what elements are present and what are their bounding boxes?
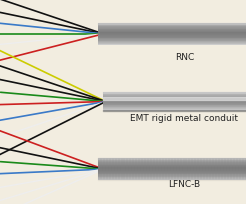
Bar xyxy=(98,41,246,42)
Bar xyxy=(103,107,246,108)
Bar xyxy=(103,104,246,105)
Bar xyxy=(98,179,246,180)
Bar xyxy=(98,32,246,33)
Bar xyxy=(98,173,246,174)
Bar xyxy=(98,38,246,39)
Bar xyxy=(98,159,246,160)
Bar xyxy=(98,26,246,27)
Bar xyxy=(103,96,246,97)
Bar xyxy=(103,103,246,104)
Bar xyxy=(98,169,246,170)
Bar xyxy=(98,178,246,179)
Bar xyxy=(103,101,246,102)
Bar xyxy=(98,163,246,164)
Bar xyxy=(98,39,246,40)
Bar xyxy=(98,174,246,175)
Bar xyxy=(98,24,246,25)
Bar xyxy=(103,95,246,96)
Bar xyxy=(103,92,246,93)
Bar xyxy=(98,42,246,43)
Bar xyxy=(103,108,246,109)
Text: LFNC-B: LFNC-B xyxy=(169,179,200,188)
Bar xyxy=(98,36,246,37)
Bar xyxy=(103,99,246,100)
Bar xyxy=(98,177,246,178)
Bar xyxy=(98,180,246,181)
Bar xyxy=(103,97,246,98)
Bar xyxy=(98,171,246,172)
Bar xyxy=(98,27,246,28)
Bar xyxy=(103,102,246,103)
Bar xyxy=(103,93,246,94)
Bar xyxy=(98,158,246,159)
Bar xyxy=(103,105,246,106)
Bar xyxy=(98,176,246,177)
Bar xyxy=(103,94,246,95)
Bar xyxy=(103,110,246,111)
Bar xyxy=(98,164,246,165)
Bar xyxy=(98,40,246,41)
Bar xyxy=(103,100,246,101)
Bar xyxy=(98,44,246,45)
Bar xyxy=(98,161,246,162)
Bar xyxy=(98,172,246,173)
Bar xyxy=(98,23,246,24)
Text: EMT rigid metal conduit: EMT rigid metal conduit xyxy=(130,114,239,123)
Text: RNC: RNC xyxy=(175,53,194,62)
Bar xyxy=(103,109,246,110)
Bar xyxy=(98,31,246,32)
Bar xyxy=(98,30,246,31)
Bar xyxy=(98,165,246,166)
Bar xyxy=(98,35,246,36)
Bar xyxy=(98,166,246,167)
Bar xyxy=(98,43,246,44)
Bar xyxy=(103,98,246,99)
Bar xyxy=(98,34,246,35)
Bar xyxy=(98,162,246,163)
Bar xyxy=(98,37,246,38)
Bar xyxy=(103,111,246,112)
Bar xyxy=(98,160,246,161)
Bar xyxy=(98,45,246,46)
Bar xyxy=(98,167,246,168)
Bar xyxy=(98,168,246,169)
Bar xyxy=(98,33,246,34)
Bar xyxy=(98,29,246,30)
Bar xyxy=(98,28,246,29)
Bar xyxy=(98,175,246,176)
Bar xyxy=(103,106,246,107)
Bar xyxy=(98,170,246,171)
Bar xyxy=(98,25,246,26)
